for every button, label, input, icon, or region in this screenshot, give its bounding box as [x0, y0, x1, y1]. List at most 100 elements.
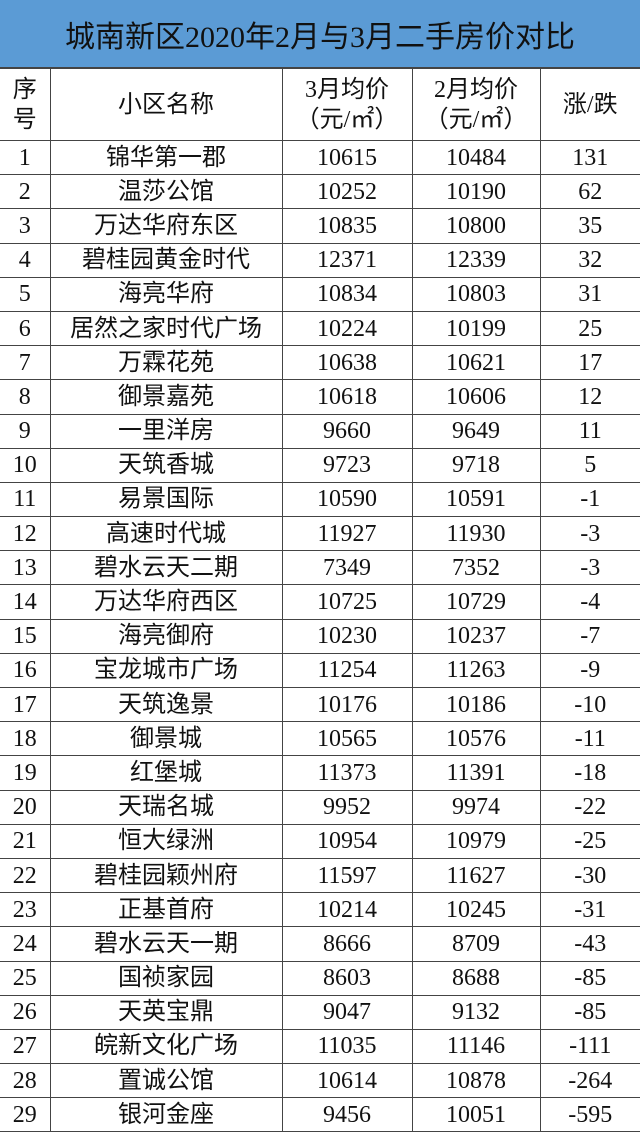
cell-change: 11	[539, 413, 640, 449]
cell-index: 26	[0, 994, 51, 1030]
cell-index: 5	[0, 276, 51, 312]
cell-change: -11	[539, 721, 640, 757]
table-row: 15 海亮御府 10230 10237 -7	[0, 618, 640, 654]
cell-march-price: 10834	[281, 276, 413, 312]
table-row: 20 天瑞名城 9952 9974 -22	[0, 789, 640, 825]
cell-index: 3	[0, 208, 51, 244]
cell-feb-price: 10621	[411, 345, 541, 381]
table-row: 13 碧水云天二期 7349 7352 -3	[0, 550, 640, 586]
table-row: 10 天筑香城 9723 9718 5	[0, 447, 640, 483]
cell-march-price: 12371	[281, 242, 413, 278]
header-feb-line2: （元/㎡）	[424, 106, 528, 133]
cell-change: -85	[539, 960, 640, 996]
cell-march-price: 10224	[281, 310, 413, 347]
cell-change: 62	[539, 174, 640, 210]
cell-change: -9	[539, 652, 640, 689]
cell-feb-price: 10199	[411, 310, 541, 347]
cell-name: 海亮御府	[49, 618, 283, 654]
header-index: 序号	[0, 68, 51, 141]
cell-feb-price: 10591	[411, 481, 541, 518]
header-change: 涨/跌	[539, 68, 640, 141]
cell-index: 10	[0, 447, 51, 483]
cell-feb-price: 11627	[411, 857, 541, 894]
cell-feb-price: 10190	[411, 174, 541, 210]
cell-march-price: 11254	[281, 652, 413, 689]
cell-march-price: 10614	[281, 1063, 413, 1099]
cell-index: 11	[0, 481, 51, 518]
cell-name: 置诚公馆	[49, 1063, 283, 1099]
table-row: 7 万霖花苑 10638 10621 17	[0, 345, 640, 381]
table-row: 27 皖新文化广场 11035 11146 -111	[0, 1028, 640, 1065]
table-row: 26 天英宝鼎 9047 9132 -85	[0, 994, 640, 1030]
price-table: 序号 小区名称 3月均价 （元/㎡） 2月均价 （元/㎡） 涨/跌 1 锦华第一郡 10…	[0, 68, 640, 1132]
cell-name: 海亮华府	[49, 276, 283, 312]
table-row: 24 碧水云天一期 8666 8709 -43	[0, 926, 640, 962]
cell-march-price: 9952	[281, 789, 413, 825]
table-row: 8 御景嘉苑 10618 10606 12	[0, 379, 640, 415]
cell-name: 御景城	[49, 721, 283, 757]
cell-change: -7	[539, 618, 640, 654]
cell-name: 红堡城	[49, 755, 283, 791]
cell-index: 4	[0, 242, 51, 278]
cell-name: 碧桂园黄金时代	[49, 242, 283, 278]
cell-march-price: 7349	[281, 550, 413, 586]
cell-name: 恒大绿洲	[49, 823, 283, 859]
cell-name: 银河金座	[49, 1097, 283, 1132]
cell-change: 32	[539, 242, 640, 278]
cell-change: -10	[539, 686, 640, 723]
header-march-line2: （元/㎡）	[295, 106, 399, 133]
table-row: 9 一里洋房 9660 9649 11	[0, 413, 640, 449]
cell-march-price: 8603	[281, 960, 413, 996]
table-row: 29 银河金座 9456 10051 -595	[0, 1097, 640, 1132]
cell-name: 易景国际	[49, 481, 283, 518]
table-row: 11 易景国际 10590 10591 -1	[0, 481, 640, 518]
table-row: 12 高速时代城 11927 11930 -3	[0, 516, 640, 552]
cell-index: 18	[0, 721, 51, 757]
table-row: 6 居然之家时代广场 10224 10199 25	[0, 310, 640, 347]
cell-feb-price: 9649	[411, 413, 541, 449]
cell-march-price: 10725	[281, 584, 413, 620]
cell-change: 12	[539, 379, 640, 415]
cell-change: 31	[539, 276, 640, 312]
table-row: 28 置诚公馆 10614 10878 -264	[0, 1063, 640, 1099]
table-row: 4 碧桂园黄金时代 12371 12339 32	[0, 242, 640, 278]
cell-index: 25	[0, 960, 51, 996]
cell-feb-price: 10051	[411, 1097, 541, 1132]
cell-feb-price: 10606	[411, 379, 541, 415]
cell-name: 万达华府东区	[49, 208, 283, 244]
cell-name: 正基首府	[49, 892, 283, 928]
table-row: 1 锦华第一郡 10615 10484 131	[0, 139, 640, 176]
cell-feb-price: 11263	[411, 652, 541, 689]
cell-feb-price: 10245	[411, 892, 541, 928]
header-index-line2: 号	[12, 106, 37, 133]
cell-march-price: 10590	[281, 481, 413, 518]
table-row: 16 宝龙城市广场 11254 11263 -9	[0, 652, 640, 689]
header-row: 序号 小区名称 3月均价 （元/㎡） 2月均价 （元/㎡） 涨/跌	[0, 68, 640, 141]
cell-change: 131	[539, 139, 640, 176]
table-row: 22 碧桂园颖州府 11597 11627 -30	[0, 857, 640, 894]
cell-feb-price: 10729	[411, 584, 541, 620]
cell-march-price: 10954	[281, 823, 413, 859]
cell-change: -31	[539, 892, 640, 928]
cell-change: 5	[539, 447, 640, 483]
cell-name: 御景嘉苑	[49, 379, 283, 415]
cell-index: 20	[0, 789, 51, 825]
cell-march-price: 9723	[281, 447, 413, 483]
cell-name: 温莎公馆	[49, 174, 283, 210]
cell-march-price: 8666	[281, 926, 413, 962]
cell-change: -595	[539, 1097, 640, 1132]
cell-change: -30	[539, 857, 640, 894]
cell-march-price: 9660	[281, 413, 413, 449]
table-row: 17 天筑逸景 10176 10186 -10	[0, 686, 640, 723]
cell-index: 24	[0, 926, 51, 962]
table-row: 2 温莎公馆 10252 10190 62	[0, 174, 640, 210]
cell-name: 万霖花苑	[49, 345, 283, 381]
cell-feb-price: 10800	[411, 208, 541, 244]
cell-index: 7	[0, 345, 51, 381]
table-row: 19 红堡城 11373 11391 -18	[0, 755, 640, 791]
cell-feb-price: 10979	[411, 823, 541, 859]
cell-index: 6	[0, 310, 51, 347]
header-feb: 2月均价 （元/㎡）	[411, 68, 541, 141]
cell-index: 19	[0, 755, 51, 791]
cell-name: 碧水云天二期	[49, 550, 283, 586]
